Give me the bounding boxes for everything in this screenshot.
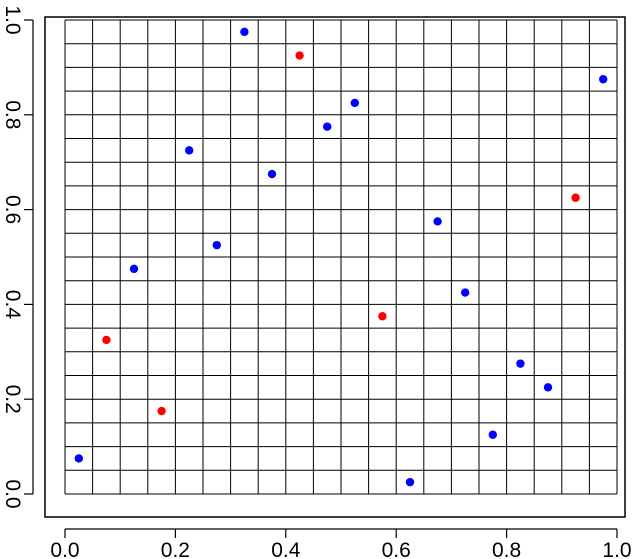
data-points bbox=[74, 27, 608, 487]
data-point bbox=[240, 27, 249, 37]
y-tick-label: 1.0 bbox=[1, 5, 24, 34]
x-tick-label: 0.6 bbox=[382, 539, 411, 559]
data-point bbox=[74, 454, 84, 463]
x-tick-label: 0.8 bbox=[492, 539, 521, 559]
x-tick-label: 0.4 bbox=[271, 539, 301, 559]
data-point bbox=[599, 75, 608, 84]
data-point bbox=[295, 51, 304, 60]
x-tick-label: 1.0 bbox=[602, 539, 631, 559]
data-point bbox=[543, 383, 553, 392]
y-tick-label: 0.8 bbox=[1, 100, 24, 129]
data-point bbox=[433, 217, 442, 226]
data-point bbox=[516, 359, 525, 368]
y-tick-label: 0.0 bbox=[1, 479, 24, 508]
y-tick-label: 0.4 bbox=[1, 290, 24, 320]
data-point bbox=[157, 406, 166, 416]
grid bbox=[64, 19, 618, 495]
data-point bbox=[350, 98, 359, 108]
data-point bbox=[571, 193, 580, 202]
y-tick-label: 0.6 bbox=[1, 195, 24, 224]
x-tick-label: 0.2 bbox=[161, 539, 190, 559]
plot-frame bbox=[44, 16, 626, 518]
x-axis: 0.0 0.2 0.4 0.6 0.8 1.0 bbox=[50, 528, 632, 559]
y-axis: 0.0 0.2 0.4 0.6 0.8 1.0 bbox=[1, 5, 34, 509]
x-tick-label: 0.0 bbox=[50, 539, 79, 559]
data-point bbox=[129, 264, 139, 274]
data-point bbox=[488, 430, 497, 439]
data-point bbox=[267, 169, 277, 179]
data-point bbox=[378, 312, 387, 321]
data-point bbox=[461, 288, 470, 297]
y-tick-label: 0.2 bbox=[1, 385, 24, 414]
data-point bbox=[323, 122, 332, 131]
data-point bbox=[405, 477, 415, 487]
data-point bbox=[212, 240, 221, 250]
data-point bbox=[185, 146, 194, 155]
data-point bbox=[102, 335, 111, 345]
